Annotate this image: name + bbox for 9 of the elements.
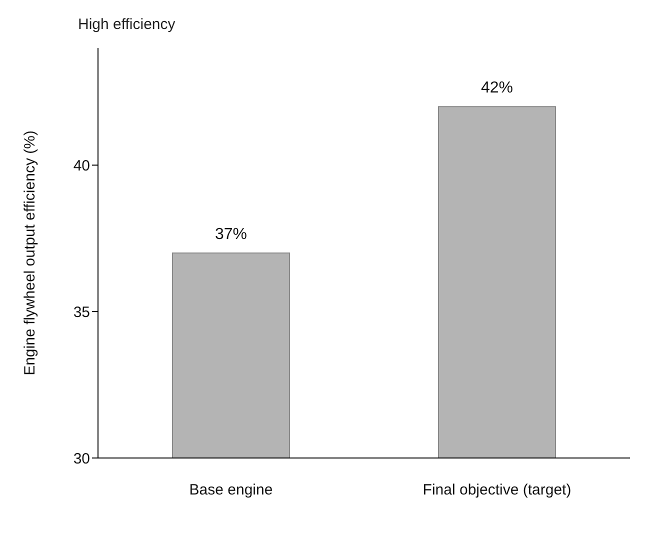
- x-tick-label: Final objective (target): [422, 482, 572, 499]
- y-tick-label: 40: [73, 157, 90, 174]
- y-tick-label: 30: [73, 450, 90, 468]
- x-tick-label: Base engine: [189, 482, 273, 499]
- y-axis-title: Engine flywheel output efficiency (%): [21, 130, 38, 376]
- text: High efficiency: [78, 16, 176, 33]
- data-label: 42%: [480, 80, 513, 97]
- data-label: 37%: [214, 226, 247, 243]
- y-tick-label: 35: [73, 304, 90, 321]
